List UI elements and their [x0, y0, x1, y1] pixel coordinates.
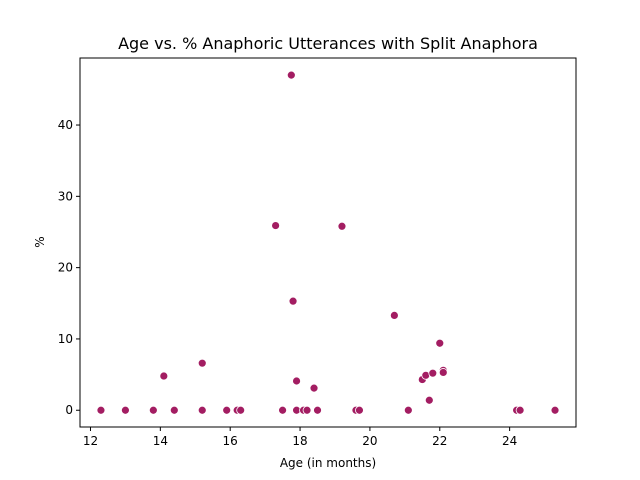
data-point-23 — [389, 311, 399, 320]
x-tick-label-1: 14 — [153, 434, 168, 448]
data-point-29 — [435, 338, 445, 348]
data-point-33 — [515, 405, 525, 415]
y-tick-label-1: 10 — [58, 332, 73, 346]
x-tick-label-3: 18 — [292, 434, 307, 448]
data-point-17 — [302, 405, 312, 415]
x-tick-label-4: 20 — [362, 434, 377, 448]
data-point-7 — [222, 405, 232, 415]
data-point-22 — [355, 405, 364, 415]
data-point-27 — [424, 395, 434, 405]
data-point-14 — [292, 376, 301, 386]
x-axis: 12 14 16 18 20 22 24 — [83, 427, 517, 448]
data-point-13 — [288, 296, 298, 306]
y-tick-label-3: 30 — [58, 189, 73, 203]
data-point-18 — [309, 383, 319, 393]
data-point-20 — [337, 221, 347, 231]
data-point-10 — [271, 221, 281, 230]
y-axis-label: % — [33, 236, 47, 247]
data-point-31 — [438, 368, 448, 377]
chart-title: Age vs. % Anaphoric Utterances with Spli… — [118, 34, 538, 53]
data-point-5 — [197, 405, 207, 415]
data-point-34 — [550, 405, 560, 415]
x-axis-label: Age (in months) — [280, 456, 376, 470]
data-point-2 — [148, 405, 158, 415]
data-point-28 — [428, 368, 438, 378]
data-point-0 — [96, 405, 106, 415]
data-point-4 — [169, 405, 179, 415]
y-tick-label-0: 0 — [65, 403, 73, 417]
x-tick-label-2: 16 — [223, 434, 238, 448]
y-tick-label-2: 20 — [58, 261, 73, 275]
data-point-3 — [159, 371, 169, 381]
plot-area — [79, 57, 577, 428]
data-point-9 — [236, 405, 246, 415]
x-tick-label-6: 24 — [502, 434, 517, 448]
data-point-11 — [278, 405, 287, 415]
x-tick-label-0: 12 — [83, 434, 98, 448]
y-tick-label-4: 40 — [58, 118, 73, 132]
y-axis: 0 10 20 30 40 — [58, 118, 80, 417]
data-point-19 — [313, 405, 322, 415]
data-point-6 — [197, 358, 207, 368]
x-tick-label-5: 22 — [432, 434, 447, 448]
data-point-24 — [403, 405, 413, 415]
data-points — [96, 70, 560, 415]
plot-frame — [79, 57, 577, 428]
data-point-12 — [286, 70, 296, 80]
data-point-1 — [121, 405, 130, 415]
